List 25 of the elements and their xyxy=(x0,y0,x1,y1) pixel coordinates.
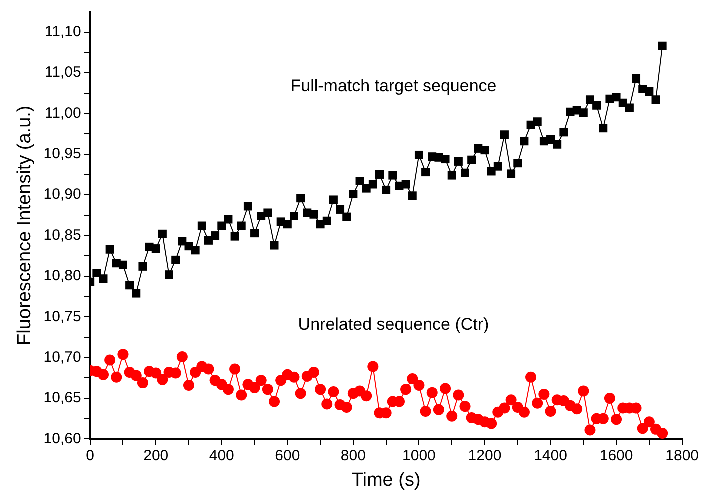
x-tick-label: 600 xyxy=(275,447,300,464)
y-tick-label: 10,90 xyxy=(44,186,82,204)
y-axis-title: Fluorescence Intensity (a.u.) xyxy=(14,106,36,346)
y-tick-label: 10,65 xyxy=(44,390,82,407)
y-tick-label: 10,70 xyxy=(44,348,82,366)
x-tick-label: 0 xyxy=(86,447,95,464)
y-tick-label: 11,10 xyxy=(44,23,82,40)
y-tick-label: 11,05 xyxy=(44,64,82,82)
y-tick-label: 10,95 xyxy=(44,146,82,163)
y-tick-label: 11,00 xyxy=(44,104,82,122)
x-tick-label: 400 xyxy=(209,447,234,464)
x-tick-label: 1800 xyxy=(666,447,700,464)
x-tick-label: 200 xyxy=(144,447,169,464)
y-tick-label: 10,85 xyxy=(44,226,82,244)
x-tick-label: 1200 xyxy=(468,447,502,464)
text: Full-match target sequence xyxy=(290,76,497,96)
x-axis-title: Time (s) xyxy=(352,470,421,491)
x-tick-label: 1400 xyxy=(534,447,568,464)
x-tick-label: 1000 xyxy=(402,447,436,464)
y-tick-label: 10,60 xyxy=(44,430,82,448)
y-tick-label: 10,80 xyxy=(44,268,82,285)
x-tick-label: 1600 xyxy=(600,447,634,464)
x-tick-label: 800 xyxy=(340,447,366,464)
y-tick-label: 10,75 xyxy=(44,308,82,326)
text: Unrelated sequence (Ctr) xyxy=(298,314,490,334)
